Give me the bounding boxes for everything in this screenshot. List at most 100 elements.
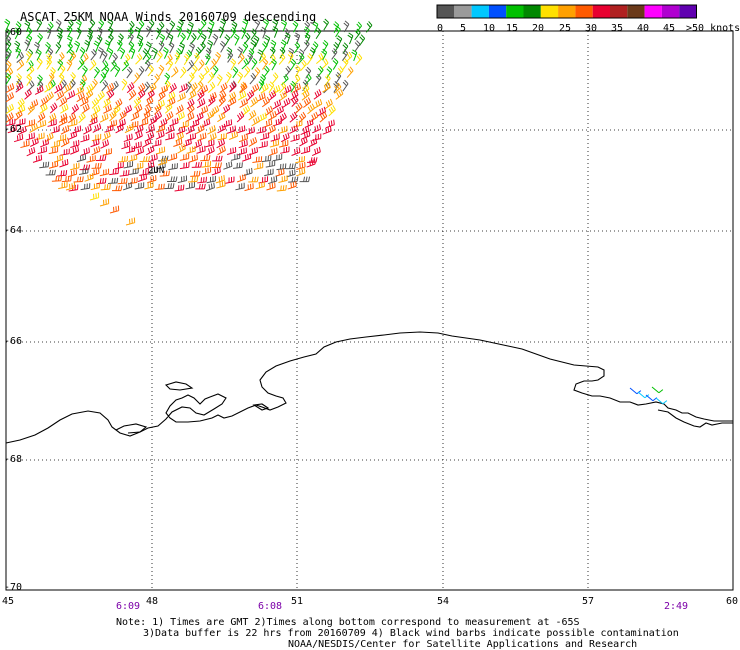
- latitude-label: -62: [4, 124, 22, 135]
- wind-barb: [199, 19, 207, 31]
- wind-barb: [199, 105, 209, 116]
- wind-barb: [304, 73, 312, 85]
- wind-barb: [284, 65, 291, 78]
- wind-barb: [287, 181, 297, 190]
- wind-barb: [243, 167, 253, 177]
- wind-barb: [114, 161, 124, 170]
- wind-barb: [145, 41, 152, 54]
- wind-barb: [267, 175, 278, 185]
- wind-barb: [66, 42, 73, 54]
- wind-barb: [97, 46, 104, 59]
- wind-barb: [59, 159, 69, 168]
- wind-barb: [15, 78, 23, 91]
- wind-barb: [324, 98, 333, 110]
- wind-barb: [365, 21, 373, 33]
- wind-barb: [107, 18, 114, 31]
- wind-barb: [80, 147, 90, 156]
- wind-barb: [179, 42, 185, 55]
- wind-barb: [291, 147, 301, 156]
- wind-barb: [313, 89, 322, 100]
- wind-barb: [59, 64, 66, 77]
- legend-swatch: [437, 5, 455, 18]
- wind-barb: [109, 205, 120, 214]
- wind-barb: [66, 35, 73, 48]
- wind-barb: [188, 72, 195, 84]
- wind-barb: [164, 183, 175, 190]
- wind-barb: [139, 156, 151, 162]
- wind-barb: [219, 40, 226, 53]
- wind-barb: [637, 391, 650, 399]
- wind-barb: [142, 137, 152, 148]
- legend-label: 40: [637, 23, 649, 34]
- wind-barb: [239, 82, 248, 94]
- wind-barb: [185, 81, 192, 94]
- wind-barb: [242, 18, 249, 31]
- wind-barb: [51, 175, 63, 182]
- wind-barb: [107, 47, 114, 60]
- wind-barb: [306, 53, 313, 65]
- wind-barb: [121, 60, 130, 72]
- wind-barb: [37, 119, 47, 129]
- wind-barb: [16, 59, 25, 71]
- wind-barb: [272, 72, 279, 84]
- wind-barb: [57, 170, 68, 177]
- wind-barb: [66, 90, 76, 100]
- wind-barb: [179, 153, 190, 161]
- wind-barb: [99, 71, 107, 84]
- wind-barb: [148, 19, 155, 31]
- wind-barb: [207, 95, 216, 107]
- wind-barb: [242, 41, 249, 54]
- legend-swatch: [558, 5, 576, 18]
- wind-barb: [232, 66, 239, 79]
- wind-barb: [289, 124, 299, 134]
- wind-barb: [186, 145, 196, 154]
- wind-barb: [245, 126, 255, 135]
- coastline-bay: [657, 409, 733, 428]
- wind-barb: [263, 119, 273, 128]
- wind-barb: [112, 104, 121, 116]
- wind-barb: [100, 183, 111, 191]
- wind-barb: [176, 111, 185, 122]
- wind-barb: [207, 71, 215, 84]
- wind-barb: [13, 27, 20, 40]
- wind-barb: [335, 71, 342, 84]
- wind-barb: [118, 33, 124, 46]
- wind-barb: [36, 57, 43, 70]
- wind-barb: [89, 111, 98, 123]
- legend-swatch: [575, 5, 593, 18]
- wind-barb: [99, 113, 109, 123]
- wind-barb: [237, 53, 245, 65]
- legend-swatch: [627, 5, 645, 18]
- wind-barb: [342, 79, 349, 92]
- wind-barb: [90, 48, 97, 61]
- wind-barb: [119, 169, 130, 177]
- latitude-label: -68: [4, 454, 22, 465]
- wind-barb: [37, 74, 43, 87]
- wind-barb: [195, 111, 204, 122]
- wind-barb: [312, 41, 319, 54]
- wind-barb: [236, 125, 246, 134]
- wind-barb: [177, 175, 188, 184]
- wind-barb: [89, 59, 97, 71]
- wind-barb: [278, 53, 286, 65]
- graticule: [6, 31, 733, 590]
- wind-barb: [201, 166, 212, 175]
- wind-barb: [304, 32, 311, 45]
- wind-barb: [645, 394, 658, 402]
- wind-barb: [313, 99, 323, 109]
- wind-barb: [58, 116, 68, 127]
- wind-barb: [205, 182, 215, 192]
- wind-barb: [97, 90, 105, 102]
- wind-barb: [272, 26, 279, 38]
- wind-barb: [156, 99, 165, 110]
- wind-barb: [185, 28, 192, 41]
- wind-barb: [321, 48, 328, 61]
- wind-barb: [165, 132, 175, 141]
- wind-barb: [50, 125, 60, 134]
- wind-barb: [86, 155, 96, 163]
- wind-barb: [248, 146, 259, 156]
- wind-barb: [154, 183, 165, 191]
- wind-barb: [316, 53, 324, 64]
- wind-barb: [139, 168, 149, 176]
- wind-barb: [177, 92, 186, 102]
